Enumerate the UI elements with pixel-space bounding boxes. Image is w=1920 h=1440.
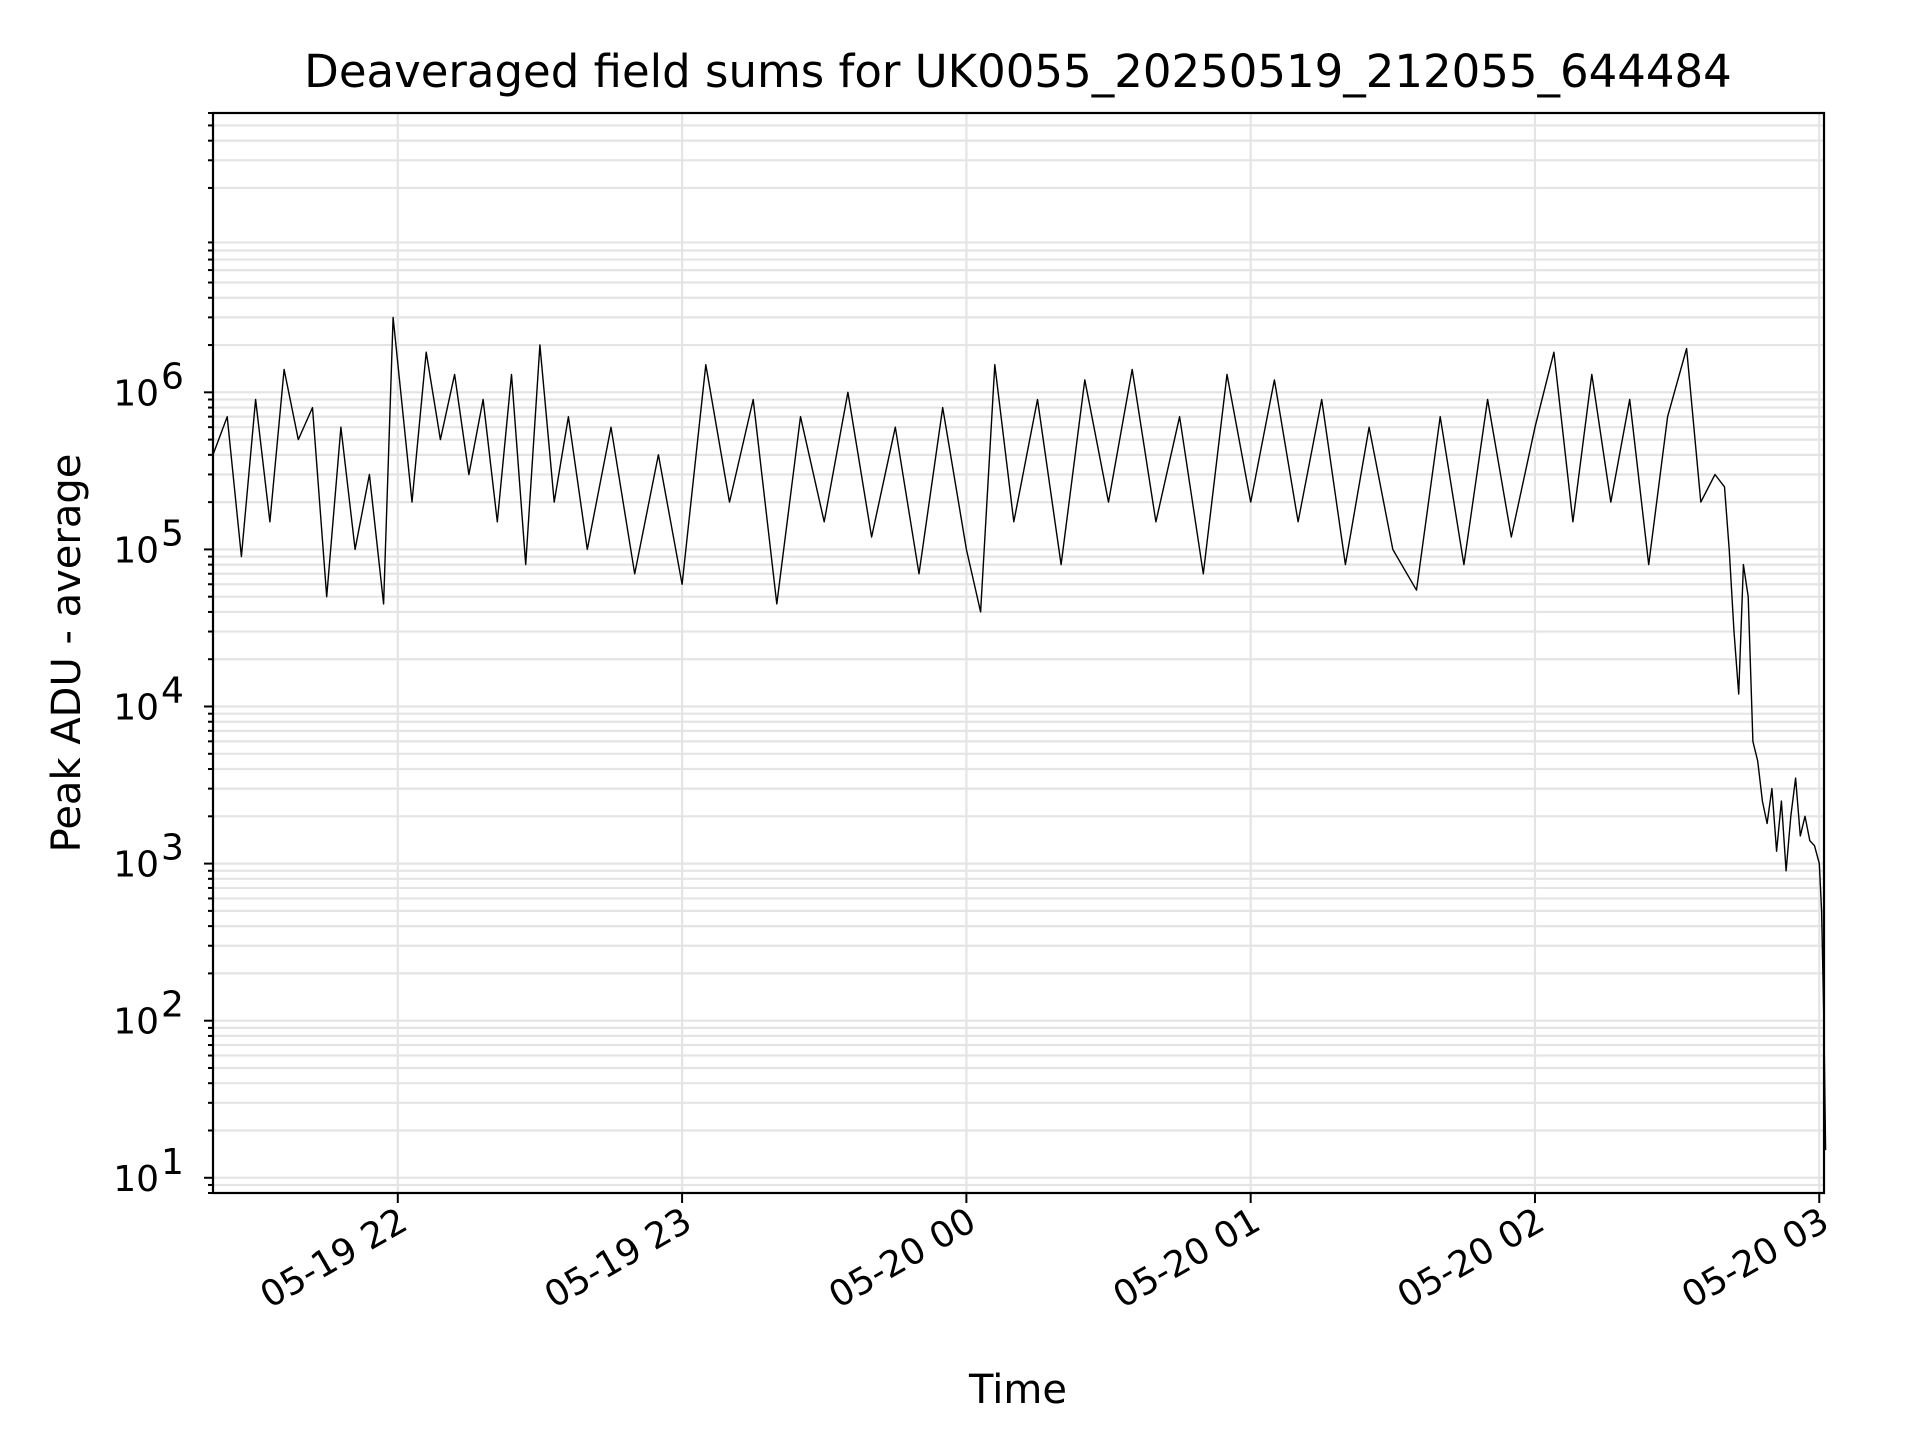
y-tick-label: 10 xyxy=(113,1159,159,1200)
x-tick-label: 05-20 01 xyxy=(1106,1200,1267,1316)
y-tick-exponent: 4 xyxy=(161,671,184,712)
y-tick-label: 10 xyxy=(113,688,159,729)
x-tick-label: 05-20 03 xyxy=(1675,1200,1836,1316)
y-tick-exponent: 2 xyxy=(161,985,184,1026)
x-axis: 05-19 22 05-19 23 05-20 00 05-20 01 05-20 02… xyxy=(254,1193,1836,1317)
series-group xyxy=(212,316,1827,1151)
chart-title: Deaveraged field sums for UK0055_2025051… xyxy=(304,45,1732,98)
series-line-1 xyxy=(212,316,1827,1151)
y-tick-exponent: 3 xyxy=(161,828,184,869)
x-axis-label: Time xyxy=(968,1367,1067,1413)
y-tick-label: 10 xyxy=(113,373,159,414)
plot-frame xyxy=(211,111,1826,1195)
y-axis-label: Peak ADU - average xyxy=(44,454,90,853)
x-tick-label: 05-19 23 xyxy=(538,1200,699,1316)
x-tick-label: 05-19 22 xyxy=(254,1200,415,1316)
major-gridlines xyxy=(213,113,1824,1193)
minor-gridlines xyxy=(213,111,1824,1195)
y-tick-label: 10 xyxy=(113,845,159,886)
x-tick-label: 05-20 02 xyxy=(1391,1200,1552,1316)
y-tick-exponent: 5 xyxy=(161,513,184,554)
y-tick-exponent: 1 xyxy=(161,1142,184,1183)
y-tick-label: 10 xyxy=(113,530,159,571)
x-tick-label: 05-20 00 xyxy=(822,1200,983,1316)
y-tick-label: 10 xyxy=(113,1002,159,1043)
y-tick-exponent: 6 xyxy=(161,356,184,397)
